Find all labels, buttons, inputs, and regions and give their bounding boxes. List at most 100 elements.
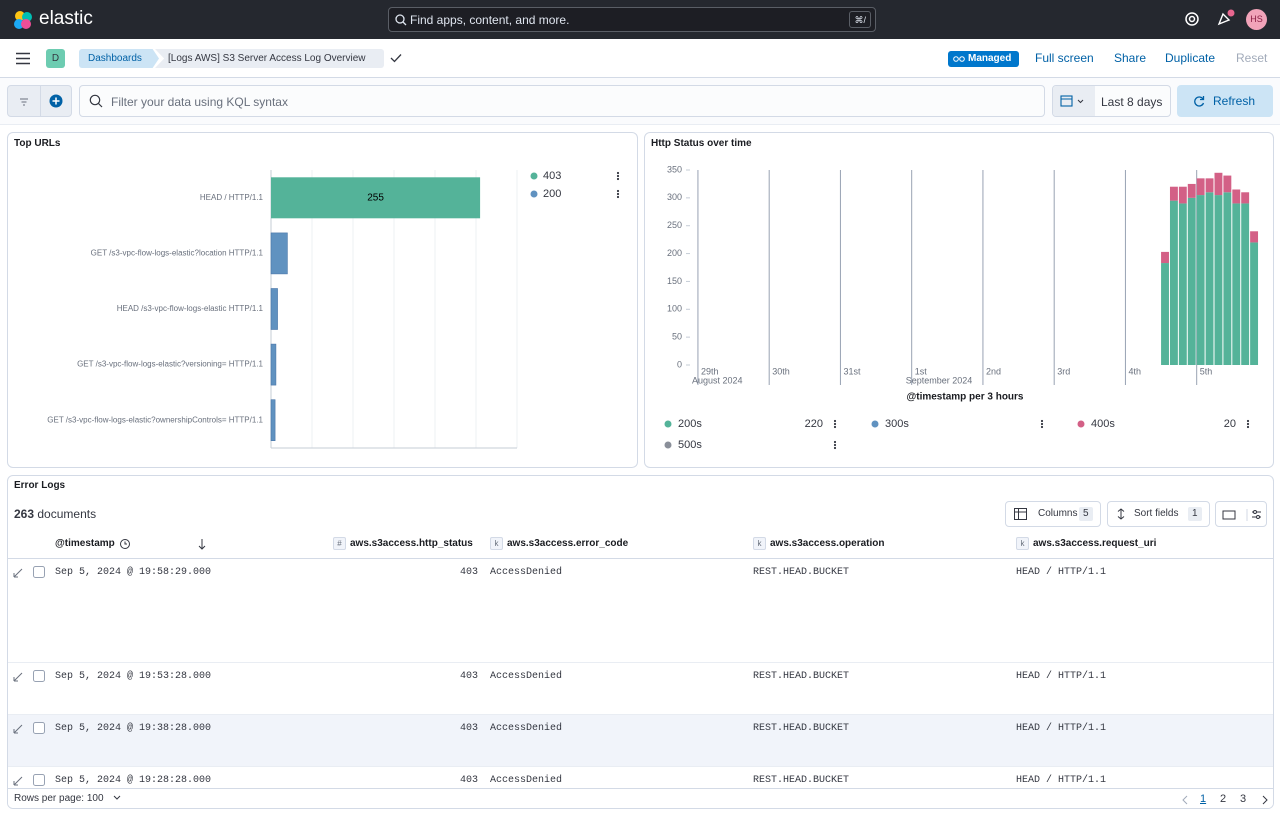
page-link[interactable]: 2 (1220, 793, 1226, 805)
table-row: Sep 5, 2024 @ 19:58:29.000 403 AccessDenie… (8, 559, 1274, 663)
field-type-icon: # (333, 537, 346, 550)
column-header: aws.s3access.error_code (507, 538, 628, 549)
table-cell: Sep 5, 2024 @ 19:38:28.000 (55, 723, 211, 734)
kql-input[interactable]: Filter your data using KQL syntax (79, 85, 1045, 117)
table-cell: REST.HEAD.BUCKET (753, 671, 849, 682)
display-icons[interactable] (1222, 509, 1262, 521)
table-body: Sep 5, 2024 @ 19:58:29.000 403 AccessDenie… (8, 559, 1274, 788)
date-quick-menu[interactable] (1053, 86, 1095, 116)
panel-title: Error Logs (14, 480, 65, 491)
action-button[interactable]: Full screen (1035, 51, 1094, 65)
divider (40, 86, 41, 116)
header-icons (118, 537, 208, 551)
sort-button[interactable]: Sort fields 1 (1107, 501, 1210, 527)
page-next (1260, 793, 1270, 809)
filter-icon[interactable] (18, 97, 30, 107)
count-label: documents (37, 507, 96, 521)
sort-count: 1 (1188, 507, 1202, 521)
date-range: Last 8 days (1101, 95, 1162, 109)
table-cell: HEAD / HTTP/1.1 (1016, 567, 1106, 578)
document-count: 263 documents (14, 507, 96, 521)
panel-title: Http Status over time (651, 138, 752, 149)
action-button[interactable]: Duplicate (1165, 51, 1215, 65)
date-picker[interactable]: Last 8 days (1052, 85, 1171, 117)
display-buttons (1215, 501, 1267, 527)
row-controls (12, 565, 48, 579)
search-icon (89, 94, 103, 108)
refresh-label: Refresh (1213, 94, 1255, 108)
columns-count: 5 (1079, 507, 1093, 521)
table-cell: AccessDenied (490, 723, 562, 734)
columns-button[interactable]: Columns 5 (1005, 501, 1101, 527)
nav-bar: D Dashboards [Logs AWS] S3 Server Access… (0, 39, 1280, 78)
news-icon[interactable] (1216, 9, 1236, 27)
count-value: 263 (14, 507, 34, 521)
table-cell: AccessDenied (490, 775, 562, 786)
action-button[interactable]: Share (1114, 51, 1146, 65)
badge-text: Managed (968, 53, 1011, 64)
table-cell: AccessDenied (490, 671, 562, 682)
sort-label: Sort fields (1134, 508, 1178, 519)
table-cell: 403 (333, 567, 478, 578)
next-icon[interactable] (1260, 794, 1270, 806)
row-controls (12, 669, 48, 683)
global-search[interactable]: Find apps, content, and more. ⌘/ (388, 7, 876, 32)
page-prev (1180, 793, 1190, 809)
menu-icon[interactable] (15, 52, 31, 65)
columns-label: Columns (1038, 508, 1077, 519)
table-cell: REST.HEAD.BUCKET (753, 775, 849, 786)
table-cell: REST.HEAD.BUCKET (753, 723, 849, 734)
panel-title: Top URLs (14, 138, 60, 149)
table-cell: Sep 5, 2024 @ 19:58:29.000 (55, 567, 211, 578)
space-avatar[interactable]: D (46, 49, 65, 68)
field-type-icon: k (753, 537, 766, 550)
search-icon (395, 14, 407, 26)
add-filter-icon[interactable] (49, 94, 63, 108)
row-control-icons[interactable] (12, 721, 48, 735)
table-footer: Rows per page: 100 1 2 3 (8, 788, 1274, 809)
query-bar: Filter your data using KQL syntax Last 8… (0, 78, 1280, 125)
sort-icon (1116, 508, 1126, 520)
table-cell: 403 (333, 775, 478, 786)
shortcut-hint: ⌘/ (849, 11, 871, 28)
table-cell: Sep 5, 2024 @ 19:28:28.000 (55, 775, 211, 786)
page-link[interactable]: 1 (1200, 793, 1206, 805)
filter-buttons (7, 85, 72, 117)
search-placeholder: Find apps, content, and more. (410, 13, 569, 27)
check-icon[interactable] (390, 53, 402, 63)
action-button[interactable]: Reset (1236, 51, 1267, 65)
table-cell: HEAD / HTTP/1.1 (1016, 723, 1106, 734)
user-avatar[interactable]: HS (1246, 9, 1267, 30)
table-row: Sep 5, 2024 @ 19:28:28.000 403 AccessDenie… (8, 767, 1274, 788)
row-control-icons[interactable] (12, 773, 48, 787)
page-link[interactable]: 3 (1240, 793, 1246, 805)
column-header: aws.s3access.operation (770, 538, 885, 549)
table-row: Sep 5, 2024 @ 19:38:28.000403AccessDenie… (8, 715, 1274, 767)
table-row: Sep 5, 2024 @ 19:53:28.000403AccessDenie… (8, 663, 1274, 715)
rows-per-page[interactable]: Rows per page: 100 (14, 793, 104, 804)
row-controls (12, 721, 48, 735)
top-bar: elastic Find apps, content, and more. ⌘/… (0, 0, 1280, 39)
column-header-icons (118, 537, 208, 551)
kql-placeholder: Filter your data using KQL syntax (111, 95, 288, 109)
prev-icon[interactable] (1180, 794, 1190, 806)
row-control-icons[interactable] (12, 565, 48, 579)
refresh-icon (1193, 95, 1205, 107)
column-header: aws.s3access.request_uri (1033, 538, 1156, 549)
panel-http-status: Http Status over time (644, 132, 1274, 468)
logo-icon (12, 9, 34, 31)
chevron (112, 793, 122, 803)
row-controls (12, 773, 48, 787)
calendar-icon (1060, 95, 1086, 107)
help-icon[interactable] (1184, 11, 1200, 27)
table-cell: HEAD / HTTP/1.1 (1016, 671, 1106, 682)
rows-chevron (112, 793, 122, 805)
breadcrumb[interactable]: Dashboards (79, 49, 159, 68)
table-cell: AccessDenied (490, 567, 562, 578)
refresh-button[interactable]: Refresh (1177, 85, 1273, 117)
logo-text[interactable]: elastic (39, 8, 93, 30)
panel-top-urls: Top URLs (7, 132, 638, 468)
row-control-icons[interactable] (12, 669, 48, 683)
